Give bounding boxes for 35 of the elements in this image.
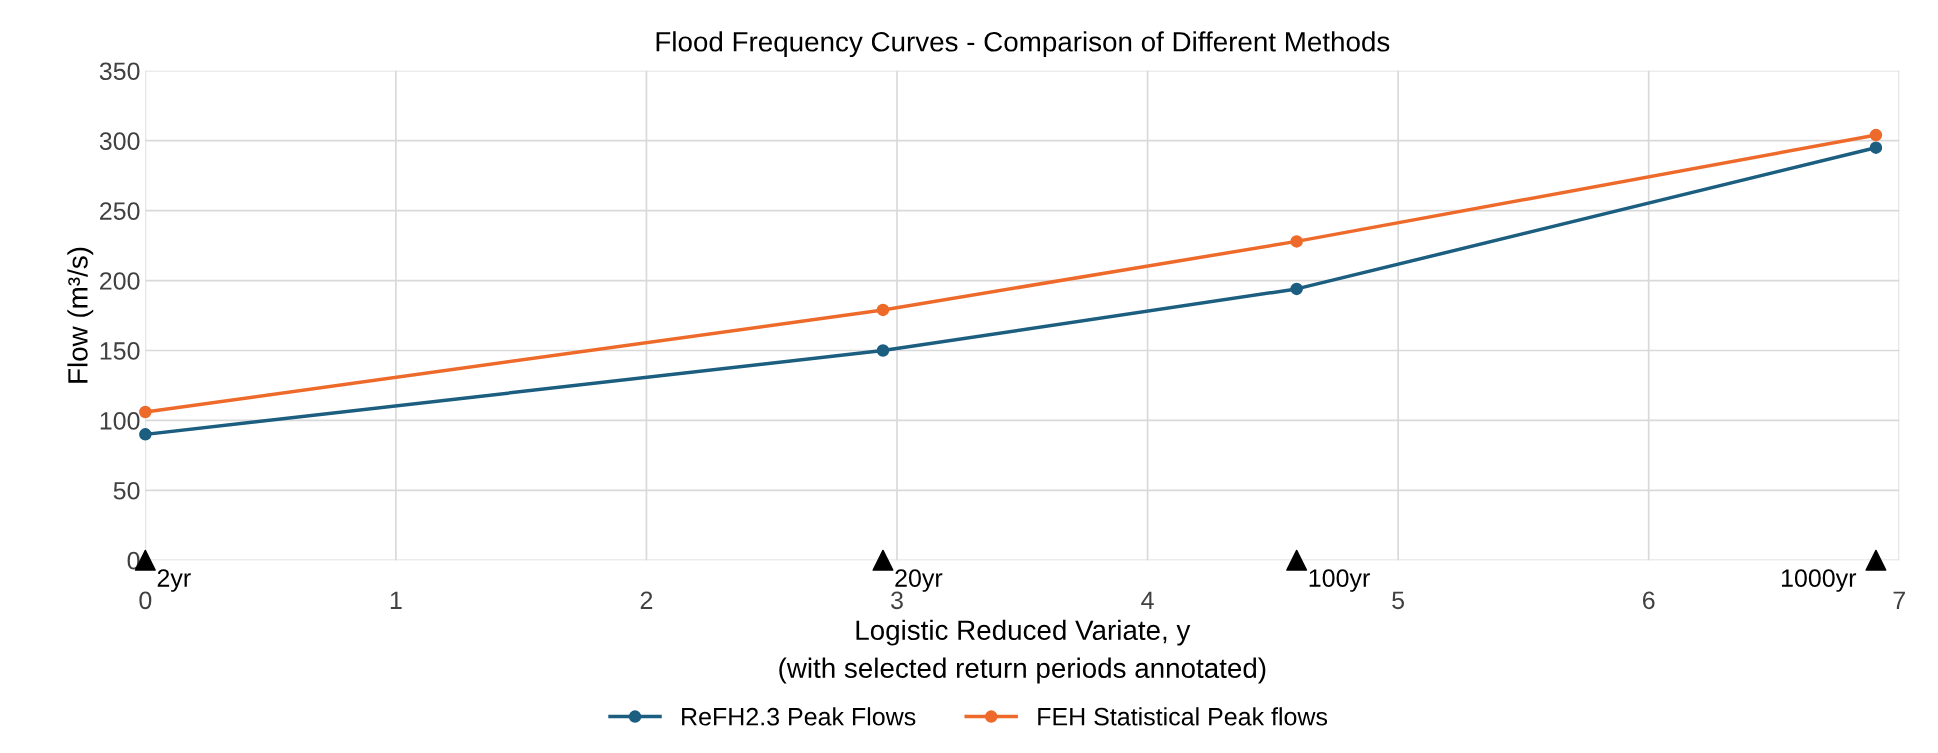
point <box>1869 141 1883 154</box>
annotation: 20yr <box>895 569 943 592</box>
x-tick-label: 6 <box>1643 591 1655 610</box>
x-tick-label: 2 <box>640 591 653 609</box>
y-tick-label: 100 <box>100 411 140 430</box>
annotation: 100yr <box>1309 569 1370 592</box>
point <box>1290 282 1303 296</box>
point <box>876 344 890 357</box>
legend-label: FEH Statistical Peak flows <box>1038 707 1328 726</box>
point <box>1869 128 1883 142</box>
y-tick-label: 150 <box>100 342 140 360</box>
legend-label: ReFH2.3 Peak Flows <box>682 707 916 726</box>
y-tick-label: 250 <box>100 202 140 220</box>
x-tick-label: 5 <box>1392 591 1405 610</box>
point <box>1286 549 1308 571</box>
y-tick-label: 350 <box>99 62 140 81</box>
x-tick-label: 1 <box>390 591 402 609</box>
y-tick-label: 200 <box>100 272 140 290</box>
x-tick-label: 3 <box>891 591 903 610</box>
y-axis-title: Flow (m³/s) <box>67 247 94 383</box>
point <box>139 405 152 419</box>
point <box>139 428 152 441</box>
x-tick-label: 4 <box>1141 591 1154 609</box>
y-tick-label: 300 <box>99 132 140 151</box>
point <box>872 549 894 571</box>
point <box>876 303 890 317</box>
x-axis-title: Logistic Reduced Variate, y (with selected return periods annotated) <box>779 619 1266 684</box>
x-tick-label: 0 <box>139 591 152 610</box>
annotation: 2yr <box>157 569 191 592</box>
chart-title: Flood Frequency Curves - Comparison of Different Methods <box>656 31 1390 58</box>
point <box>1290 235 1303 248</box>
point <box>1865 549 1887 571</box>
x-tick-label: 7 <box>1893 591 1905 609</box>
y-tick-label: 50 <box>113 481 140 500</box>
annotation: 1000yr <box>1781 569 1857 592</box>
